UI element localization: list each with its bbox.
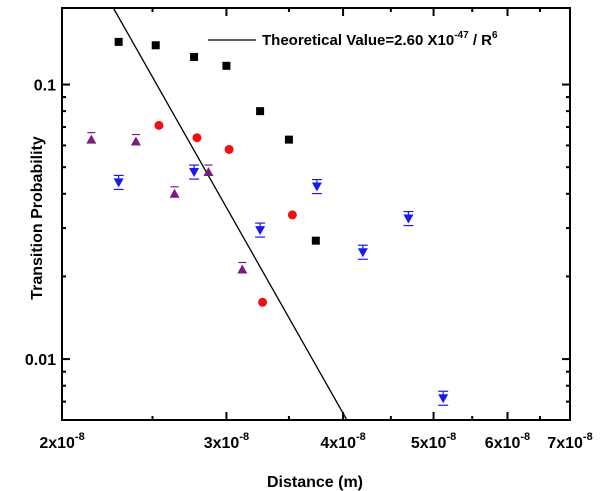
data-point-triangle-down <box>255 226 266 236</box>
y-tick-label: 0.1 <box>34 78 56 95</box>
x-tick-label: 3x10-8 <box>204 431 249 452</box>
y-axis-title: Transition Probability <box>29 136 46 300</box>
axis-ticks-layer: 0.01 0.1 2x10-8 3x10-8 4x10-8 5x10-8 6x10-8 7x1… <box>25 8 593 452</box>
theory-line-layer <box>112 7 348 421</box>
data-point-triangle-down <box>311 182 322 192</box>
data-point-triangle-down <box>403 214 414 224</box>
plot-frame <box>61 7 571 421</box>
data-point-circle <box>224 144 234 154</box>
data-point-triangle-up <box>169 188 180 198</box>
x-tick-label: 4x10-8 <box>320 431 365 452</box>
data-points-layer <box>86 37 449 406</box>
data-point-square <box>256 107 265 116</box>
data-point-circle <box>154 120 164 130</box>
data-point-triangle-up <box>237 264 248 274</box>
data-point-triangle-down <box>113 178 124 188</box>
x-tick-label: 2x10-8 <box>39 431 84 452</box>
y-tick-label: 0.01 <box>25 352 56 369</box>
data-point-triangle-down <box>438 394 449 404</box>
x-tick-label: 5x10-8 <box>411 431 456 452</box>
x-axis-title: Distance (m) <box>267 474 363 491</box>
data-point-square <box>114 37 123 46</box>
data-point-square <box>284 135 293 144</box>
data-point-square <box>151 41 160 50</box>
data-point-square <box>222 61 231 70</box>
data-point-triangle-up <box>203 167 214 177</box>
legend: Theoretical Value=2.60 X10-47 / R6 <box>208 30 498 49</box>
data-point-triangle-up <box>86 134 97 144</box>
theory-line <box>112 7 348 421</box>
data-point-square <box>190 52 199 61</box>
x-tick-label: 6x10-8 <box>485 431 530 452</box>
data-point-circle <box>287 210 297 220</box>
data-point-triangle-up <box>130 136 141 146</box>
data-point-square <box>311 236 320 245</box>
legend-label: Theoretical Value=2.60 X10-47 / R6 <box>262 30 498 49</box>
data-point-triangle-down <box>357 248 368 258</box>
data-point-triangle-down <box>189 168 200 178</box>
plot-frame-layer <box>61 7 571 421</box>
x-tick-label: 7x10-8 <box>547 431 592 452</box>
data-point-circle <box>192 133 202 143</box>
data-point-circle <box>258 297 268 307</box>
